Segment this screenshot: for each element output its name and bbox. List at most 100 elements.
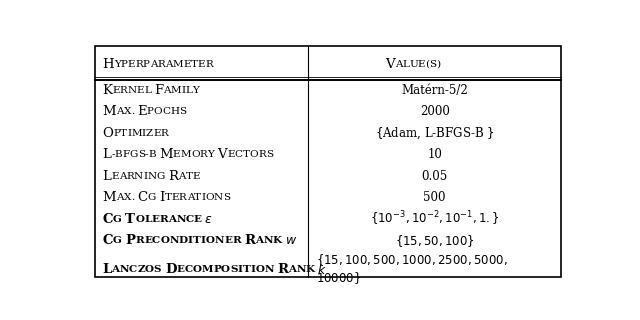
Text: (: ( [426, 60, 429, 69]
Text: M: M [131, 129, 142, 138]
Text: A: A [163, 86, 171, 95]
Text: I: I [237, 265, 243, 274]
Text: E: E [224, 236, 232, 245]
Text: F: F [122, 150, 129, 159]
Text: O: O [191, 150, 200, 159]
Text: Z: Z [146, 129, 153, 138]
Text: I: I [142, 129, 146, 138]
Text: M: M [180, 150, 191, 159]
Text: K: K [306, 265, 315, 274]
Text: E: E [173, 150, 180, 159]
Text: X: X [124, 108, 131, 116]
Text: X: X [124, 193, 131, 202]
Text: B: B [115, 150, 122, 159]
Text: E: E [198, 60, 205, 69]
Text: C: C [184, 265, 193, 274]
Text: 2000: 2000 [420, 106, 449, 118]
Text: M: M [173, 60, 183, 69]
Text: V: V [218, 148, 227, 161]
Text: H: H [102, 58, 114, 71]
Text: R: R [135, 236, 144, 245]
Text: R: R [232, 236, 241, 245]
Text: I: I [188, 236, 193, 245]
Text: 0.05: 0.05 [422, 170, 448, 183]
Text: O: O [255, 265, 264, 274]
Text: T: T [125, 212, 135, 226]
Text: -: - [145, 150, 148, 159]
Text: $\{10^{-3}, 10^{-2}, 10^{-1}, 1.\}$: $\{10^{-3}, 10^{-2}, 10^{-1}, 1.\}$ [370, 210, 499, 228]
Text: Matérn-5/2: Matérn-5/2 [401, 84, 468, 97]
Text: A: A [395, 60, 402, 69]
Text: S: S [429, 60, 436, 69]
Text: T: T [243, 150, 250, 159]
Text: T: T [243, 265, 250, 274]
Text: P: P [143, 60, 150, 69]
Text: I: I [143, 172, 147, 181]
Text: R: R [168, 170, 178, 183]
Text: M: M [171, 86, 182, 95]
Text: N: N [264, 265, 274, 274]
Text: P: P [113, 129, 120, 138]
Text: L: L [102, 170, 111, 183]
Text: O: O [221, 265, 230, 274]
Text: R: R [259, 150, 266, 159]
Text: R: R [120, 86, 127, 95]
Text: A: A [116, 108, 124, 116]
Text: T: T [193, 236, 200, 245]
Text: G: G [156, 172, 164, 181]
Text: R: R [161, 129, 168, 138]
Text: Y: Y [193, 86, 200, 95]
Text: O: O [102, 127, 113, 140]
Text: E: E [172, 193, 179, 202]
Text: L: L [402, 60, 409, 69]
Text: N: N [147, 172, 156, 181]
Text: T: T [194, 193, 201, 202]
Text: K: K [273, 236, 282, 245]
Text: G: G [129, 150, 138, 159]
Text: N: N [264, 236, 273, 245]
Text: N: N [214, 236, 224, 245]
Text: R: R [200, 150, 207, 159]
Text: A: A [116, 193, 124, 202]
Text: 500: 500 [424, 191, 446, 204]
Text: T: T [186, 172, 193, 181]
Text: Z: Z [137, 265, 145, 274]
Text: I: I [201, 193, 205, 202]
Text: R: R [205, 60, 213, 69]
Text: O: O [135, 215, 144, 224]
Text: L: L [186, 86, 193, 95]
Text: $\{15, 100, 500, 1000, 2500, 5000,$: $\{15, 100, 500, 1000, 2500, 5000,$ [316, 252, 508, 268]
Text: .: . [131, 108, 134, 116]
Text: L: L [102, 148, 111, 161]
Text: C: C [138, 191, 147, 204]
Text: E: E [153, 129, 161, 138]
Text: I: I [250, 265, 255, 274]
Text: E: E [177, 265, 184, 274]
Text: V: V [385, 58, 395, 71]
Text: $10000\}$: $10000\}$ [316, 270, 361, 286]
Text: L: L [144, 86, 151, 95]
Text: R: R [179, 193, 187, 202]
Text: A: A [111, 265, 120, 274]
Text: N: N [127, 86, 137, 95]
Text: D: D [165, 263, 177, 276]
Text: A: A [255, 236, 264, 245]
Text: L: L [144, 215, 152, 224]
Text: E: E [144, 236, 152, 245]
Text: ): ) [436, 60, 441, 69]
Text: R: R [277, 263, 289, 276]
Text: P: P [147, 108, 154, 116]
Text: U: U [409, 60, 418, 69]
Text: E: E [418, 60, 426, 69]
Text: N: N [296, 265, 306, 274]
Text: T: T [164, 193, 172, 202]
Text: A: A [168, 215, 177, 224]
Text: K: K [102, 84, 113, 97]
Text: O: O [205, 193, 214, 202]
Text: G: G [147, 193, 156, 202]
Text: E: E [128, 60, 135, 69]
Text: S: S [138, 150, 145, 159]
Text: R: R [244, 234, 255, 247]
Text: -: - [111, 150, 115, 159]
Text: O: O [145, 265, 154, 274]
